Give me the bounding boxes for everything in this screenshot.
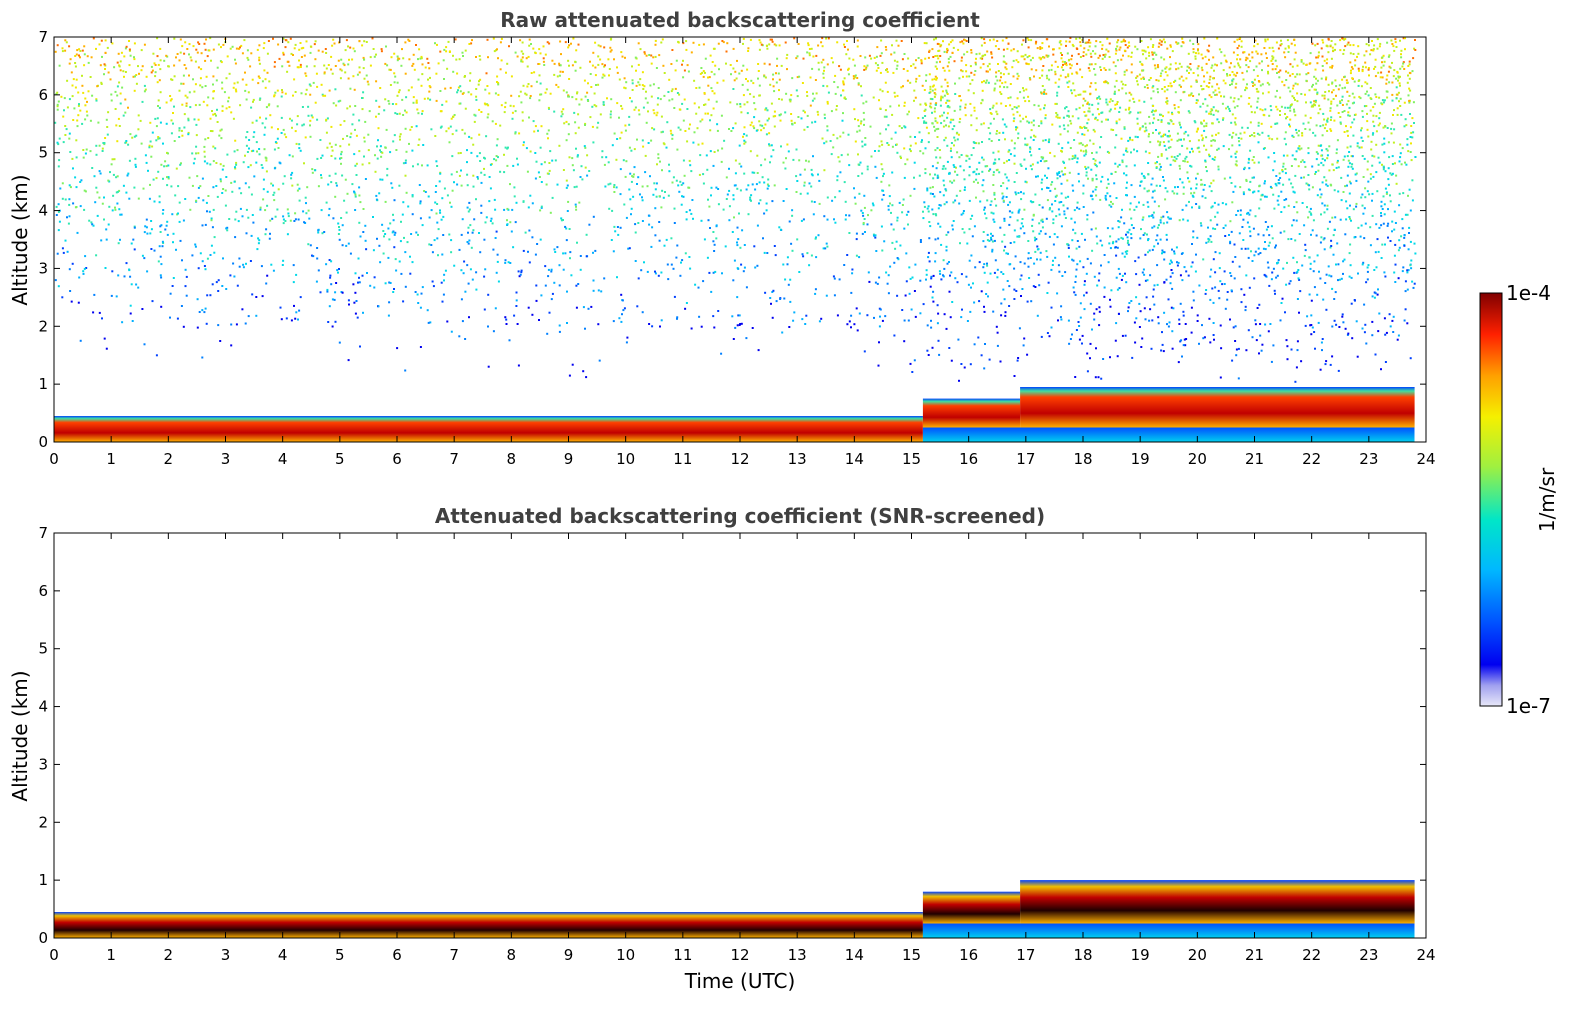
screened-layer-2 bbox=[922, 891, 1021, 924]
colorbar: 1e-4 1e-7 1/m/sr bbox=[1479, 281, 1559, 718]
raw-x-tick-label-22: 22 bbox=[1302, 450, 1321, 468]
screened-x-tick-label-15: 15 bbox=[902, 946, 921, 964]
raw-y-tick-label-5: 5 bbox=[38, 144, 48, 162]
raw-layer-3 bbox=[1020, 387, 1415, 428]
screened-x-tick-label-16: 16 bbox=[959, 946, 978, 964]
screened-y-tick-label-2: 2 bbox=[38, 813, 48, 831]
x-axis-label: Time (UTC) bbox=[684, 969, 796, 993]
screened-y-tick-label-4: 4 bbox=[38, 698, 48, 716]
raw-y-tick-label-6: 6 bbox=[38, 86, 48, 104]
screened-layer-0 bbox=[54, 912, 923, 938]
screened-panel: Attenuated backscattering coefficient (S… bbox=[8, 504, 1436, 993]
raw-x-tick-label-16: 16 bbox=[959, 450, 978, 468]
screened-x-tick-label-6: 6 bbox=[392, 946, 402, 964]
screened-x-tick-label-22: 22 bbox=[1302, 946, 1321, 964]
screened-y-axis: 0 1 2 3 4 5 6 7 bbox=[38, 524, 1426, 947]
raw-noise-field-5 bbox=[923, 37, 1417, 383]
screened-x-tick-label-11: 11 bbox=[673, 946, 692, 964]
screened-x-tick-label-3: 3 bbox=[221, 946, 231, 964]
screened-x-tick-label-21: 21 bbox=[1245, 946, 1264, 964]
screened-layer-3 bbox=[1020, 880, 1415, 924]
colorbar-max-label: 1e-4 bbox=[1506, 281, 1551, 305]
raw-noise-field-4 bbox=[54, 37, 925, 379]
screened-x-tick-label-14: 14 bbox=[845, 946, 864, 964]
raw-x-tick-label-13: 13 bbox=[788, 450, 807, 468]
raw-layer-0 bbox=[54, 416, 923, 442]
screened-x-tick-label-13: 13 bbox=[788, 946, 807, 964]
raw-x-tick-label-24: 24 bbox=[1416, 450, 1435, 468]
screened-y-tick-label-3: 3 bbox=[38, 755, 48, 773]
raw-x-tick-label-19: 19 bbox=[1131, 450, 1150, 468]
raw-x-tick-label-18: 18 bbox=[1073, 450, 1092, 468]
screened-x-tick-label-19: 19 bbox=[1131, 946, 1150, 964]
screened-x-tick-label-0: 0 bbox=[49, 946, 59, 964]
screened-x-tick-label-9: 9 bbox=[564, 946, 574, 964]
raw-y-axis: 0 1 2 3 4 5 6 7 bbox=[38, 28, 1426, 451]
raw-x-tick-label-17: 17 bbox=[1016, 450, 1035, 468]
screened-x-tick-label-24: 24 bbox=[1416, 946, 1435, 964]
raw-x-tick-label-3: 3 bbox=[221, 450, 231, 468]
raw-x-tick-label-4: 4 bbox=[278, 450, 288, 468]
screened-y-tick-label-6: 6 bbox=[38, 582, 48, 600]
raw-x-tick-label-1: 1 bbox=[106, 450, 116, 468]
raw-x-tick-label-12: 12 bbox=[730, 450, 749, 468]
colorbar-unit-label: 1/m/sr bbox=[1535, 467, 1559, 532]
screened-x-tick-label-5: 5 bbox=[335, 946, 345, 964]
raw-y-tick-label-2: 2 bbox=[38, 317, 48, 335]
colorbar-scale bbox=[1479, 292, 1503, 707]
raw-x-tick-label-5: 5 bbox=[335, 450, 345, 468]
raw-x-tick-label-8: 8 bbox=[507, 450, 517, 468]
screened-x-tick-label-17: 17 bbox=[1016, 946, 1035, 964]
screened-y-axis-label: Altitude (km) bbox=[8, 670, 32, 801]
screened-plot-frame bbox=[53, 532, 1427, 939]
raw-panel-title: Raw attenuated backscattering coefficien… bbox=[500, 8, 980, 32]
raw-x-tick-label-6: 6 bbox=[392, 450, 402, 468]
raw-x-tick-label-7: 7 bbox=[449, 450, 459, 468]
raw-x-axis: 0 1 2 3 4 5 6 7 8 9 10 11 12 13 14 15 16 17 18 19 20 21 22 23 24 bbox=[49, 37, 1436, 468]
screened-x-tick-label-4: 4 bbox=[278, 946, 288, 964]
screened-y-tick-label-0: 0 bbox=[38, 929, 48, 947]
colorbar-min-label: 1e-7 bbox=[1506, 694, 1551, 718]
screened-x-tick-label-20: 20 bbox=[1188, 946, 1207, 964]
screened-x-tick-label-8: 8 bbox=[507, 946, 517, 964]
screened-x-tick-label-1: 1 bbox=[106, 946, 116, 964]
raw-y-axis-label: Altitude (km) bbox=[8, 174, 32, 305]
raw-y-tick-label-1: 1 bbox=[38, 375, 48, 393]
screened-y-tick-label-7: 7 bbox=[38, 524, 48, 542]
raw-layer-1 bbox=[922, 427, 1415, 442]
screened-plot-area bbox=[54, 880, 1415, 938]
screened-x-tick-label-12: 12 bbox=[730, 946, 749, 964]
screened-x-tick-label-7: 7 bbox=[449, 946, 459, 964]
raw-x-tick-label-2: 2 bbox=[164, 450, 174, 468]
raw-x-tick-label-9: 9 bbox=[564, 450, 574, 468]
raw-x-tick-label-0: 0 bbox=[49, 450, 59, 468]
screened-x-tick-label-23: 23 bbox=[1359, 946, 1378, 964]
raw-layer-2 bbox=[922, 398, 1021, 428]
raw-x-tick-label-20: 20 bbox=[1188, 450, 1207, 468]
raw-y-tick-label-7: 7 bbox=[38, 28, 48, 46]
raw-x-tick-label-10: 10 bbox=[616, 450, 635, 468]
raw-x-tick-label-14: 14 bbox=[845, 450, 864, 468]
screened-y-tick-label-1: 1 bbox=[38, 871, 48, 889]
raw-y-tick-label-3: 3 bbox=[38, 259, 48, 277]
screened-panel-title: Attenuated backscattering coefficient (S… bbox=[435, 504, 1045, 528]
raw-x-tick-label-23: 23 bbox=[1359, 450, 1378, 468]
screened-x-axis: 0 1 2 3 4 5 6 7 8 9 10 11 12 13 14 15 16 17 18 19 20 21 22 23 24 bbox=[49, 533, 1436, 964]
screened-layer-1 bbox=[922, 923, 1415, 938]
raw-y-tick-label-4: 4 bbox=[38, 202, 48, 220]
screened-x-tick-label-18: 18 bbox=[1073, 946, 1092, 964]
screened-y-tick-label-5: 5 bbox=[38, 640, 48, 658]
raw-plot-area bbox=[54, 37, 1417, 442]
raw-x-tick-label-15: 15 bbox=[902, 450, 921, 468]
raw-x-tick-label-11: 11 bbox=[673, 450, 692, 468]
raw-y-tick-label-0: 0 bbox=[38, 433, 48, 451]
raw-x-tick-label-21: 21 bbox=[1245, 450, 1264, 468]
screened-x-tick-label-10: 10 bbox=[616, 946, 635, 964]
raw-panel: Raw attenuated backscattering coefficien… bbox=[8, 8, 1436, 468]
screened-x-tick-label-2: 2 bbox=[164, 946, 174, 964]
